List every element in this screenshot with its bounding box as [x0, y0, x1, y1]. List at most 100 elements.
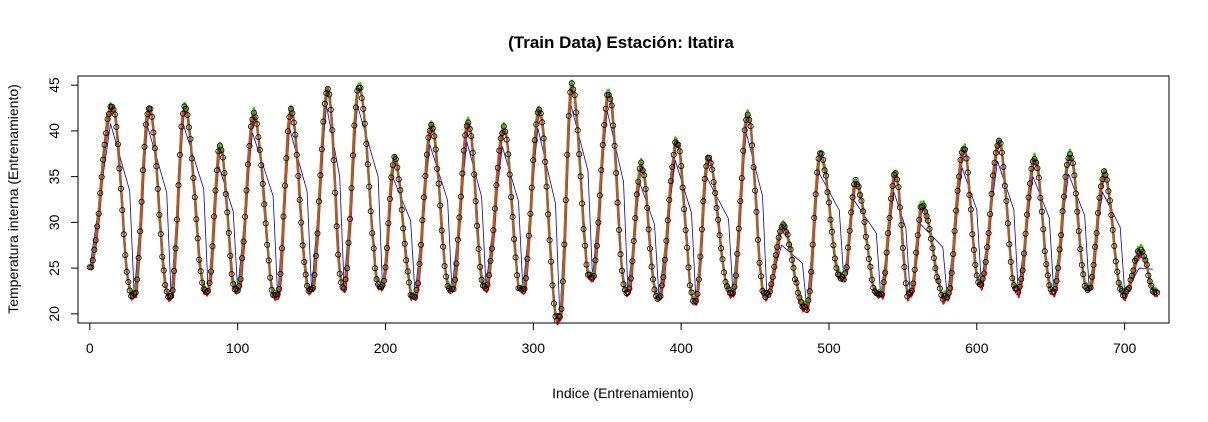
- data-point: [92, 237, 99, 244]
- data-point: [562, 197, 569, 204]
- data-point: [667, 178, 674, 185]
- data-point: [1040, 226, 1047, 233]
- data-point: [457, 193, 464, 200]
- data-point: [1135, 248, 1142, 255]
- data-point: [522, 275, 529, 282]
- data-point: [157, 230, 164, 237]
- data-point: [777, 228, 784, 235]
- data-point: [278, 245, 285, 252]
- data-point: [1003, 197, 1010, 204]
- data-point: [574, 127, 581, 134]
- data-point: [1105, 188, 1112, 195]
- data-point: [902, 280, 909, 287]
- y-tick-label: 35: [46, 169, 62, 185]
- data-point: [190, 174, 197, 181]
- data-point: [491, 205, 498, 212]
- data-point: [89, 257, 96, 264]
- data-point: [545, 211, 552, 218]
- data-point: [122, 252, 129, 259]
- data-point: [914, 232, 921, 239]
- data-point: [197, 268, 204, 275]
- data-point: [772, 252, 779, 259]
- data-point: [969, 231, 976, 238]
- data-point: [463, 122, 470, 129]
- observed-points: [86, 80, 1161, 324]
- data-point: [246, 142, 253, 149]
- data-point: [1101, 168, 1108, 175]
- data-point: [681, 206, 688, 213]
- data-point: [252, 114, 259, 121]
- data-point: [719, 256, 726, 263]
- data-point: [688, 289, 695, 296]
- data-point: [1052, 285, 1059, 292]
- data-point: [944, 294, 951, 301]
- data-point: [888, 195, 895, 202]
- data-point: [471, 171, 478, 178]
- data-point: [135, 254, 142, 261]
- data-point: [103, 130, 110, 137]
- data-point: [141, 143, 148, 150]
- data-point: [397, 187, 404, 194]
- data-point: [642, 185, 649, 192]
- data-point: [240, 238, 247, 245]
- x-tick-label: 300: [522, 340, 546, 356]
- data-point: [896, 204, 903, 211]
- data-point: [806, 288, 813, 295]
- data-point: [1018, 276, 1025, 283]
- data-point: [756, 259, 763, 266]
- data-point: [735, 225, 742, 232]
- data-point: [428, 121, 435, 128]
- data-point: [528, 184, 535, 191]
- data-point: [398, 206, 405, 213]
- data-point: [741, 127, 748, 134]
- data-point: [299, 242, 306, 249]
- data-point: [879, 291, 886, 298]
- data-point: [682, 227, 689, 234]
- data-point: [333, 223, 340, 230]
- data-point: [647, 245, 654, 252]
- data-point: [623, 290, 630, 297]
- data-point: [527, 210, 534, 217]
- y-tick-label: 30: [46, 214, 62, 230]
- data-point: [830, 242, 837, 249]
- data-point: [410, 293, 417, 300]
- data-point: [533, 121, 540, 128]
- data-point: [1120, 292, 1127, 299]
- data-point: [1129, 272, 1136, 279]
- data-point: [1109, 226, 1116, 233]
- data-point: [472, 198, 479, 205]
- data-point: [732, 272, 739, 279]
- data-point: [883, 249, 890, 256]
- data-point: [512, 254, 519, 261]
- data-point: [419, 217, 426, 224]
- data-point: [490, 227, 497, 234]
- data-point: [162, 281, 169, 288]
- data-point: [441, 262, 448, 269]
- data-point: [101, 141, 108, 148]
- data-point: [1050, 288, 1057, 295]
- data-point: [724, 283, 731, 290]
- y-tick-label: 40: [46, 123, 62, 139]
- data-point: [225, 229, 232, 236]
- data-point: [919, 203, 926, 210]
- data-point: [466, 125, 473, 132]
- data-point: [369, 230, 376, 237]
- data-point: [207, 268, 214, 275]
- data-point: [630, 237, 637, 244]
- data-point: [159, 253, 166, 260]
- data-point: [694, 290, 701, 297]
- data-point: [540, 135, 547, 142]
- data-point: [1092, 243, 1099, 250]
- data-point: [950, 251, 957, 258]
- data-point: [661, 256, 668, 263]
- data-point: [117, 185, 124, 192]
- data-point: [352, 104, 359, 111]
- data-point: [605, 91, 612, 98]
- data-point: [478, 276, 485, 283]
- data-point: [636, 165, 643, 172]
- data-point: [295, 172, 302, 179]
- data-point: [894, 176, 901, 183]
- data-point: [150, 129, 157, 136]
- data-point: [601, 122, 608, 129]
- data-point: [422, 172, 429, 179]
